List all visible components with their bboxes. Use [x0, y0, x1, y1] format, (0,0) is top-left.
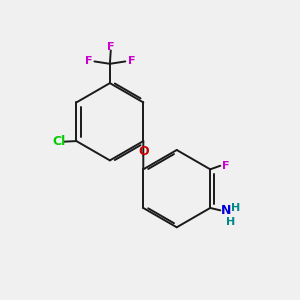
Text: F: F — [128, 56, 135, 66]
Text: O: O — [139, 145, 149, 158]
Text: Cl: Cl — [52, 135, 65, 148]
Text: H: H — [231, 203, 240, 213]
Text: H: H — [226, 217, 236, 226]
Text: F: F — [107, 43, 115, 52]
Text: N: N — [220, 204, 231, 217]
Text: F: F — [85, 56, 92, 66]
Text: F: F — [222, 161, 230, 171]
